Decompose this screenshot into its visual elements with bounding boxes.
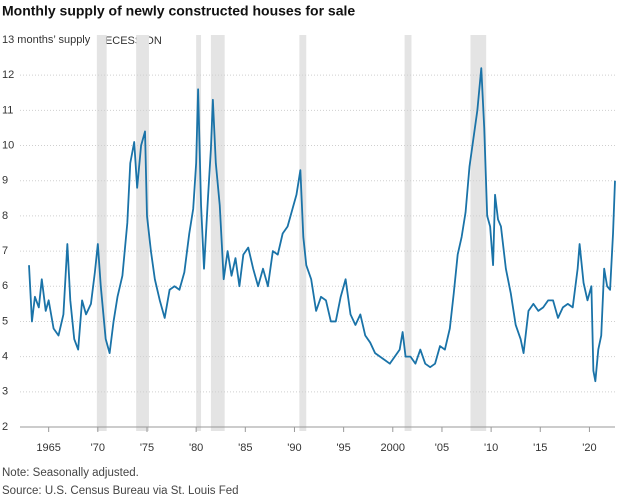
- x-tick-label: '95: [336, 442, 350, 454]
- x-tick-label: '85: [238, 442, 252, 454]
- x-tick-label: '15: [533, 442, 547, 454]
- x-tick-label: '10: [484, 442, 498, 454]
- x-tick-label: '90: [287, 442, 301, 454]
- y-tick-label: 7: [2, 245, 8, 257]
- x-tick-label: '70: [91, 442, 105, 454]
- recession-band: [404, 35, 412, 431]
- y-tick-label: 12: [2, 69, 14, 81]
- x-tick-label: '05: [435, 442, 449, 454]
- y-tick-label: 5: [2, 315, 8, 327]
- x-tick-label: '20: [582, 442, 596, 454]
- recession-band: [196, 35, 202, 431]
- y-tick-label: 3: [2, 386, 8, 398]
- recession-band: [210, 35, 225, 431]
- x-tick-label: '80: [189, 442, 203, 454]
- y-tick-label: 13 months’ supply: [2, 34, 91, 46]
- data-line: [28, 67, 616, 383]
- x-tick-label: 2000: [381, 442, 405, 454]
- y-tick-label: 8: [2, 210, 8, 222]
- source: Source: U.S. Census Bureau via St. Louis…: [2, 485, 239, 497]
- note: Note: Seasonally adjusted.: [2, 467, 139, 479]
- y-tick-label: 6: [2, 280, 8, 292]
- recession-band: [136, 35, 149, 431]
- y-tick-label: 4: [2, 351, 8, 363]
- y-tick-label: 2: [2, 421, 8, 433]
- y-tick-label: 9: [2, 175, 8, 187]
- x-tick-label: '75: [140, 442, 154, 454]
- y-tick-label: 11: [2, 104, 13, 116]
- x-tick-label: 1965: [36, 442, 60, 454]
- chart-title: Monthly supply of newly constructed hous…: [2, 3, 355, 19]
- recession-band: [96, 35, 107, 431]
- recession-label: RECESSION: [97, 35, 162, 47]
- y-tick-label: 10: [2, 139, 14, 151]
